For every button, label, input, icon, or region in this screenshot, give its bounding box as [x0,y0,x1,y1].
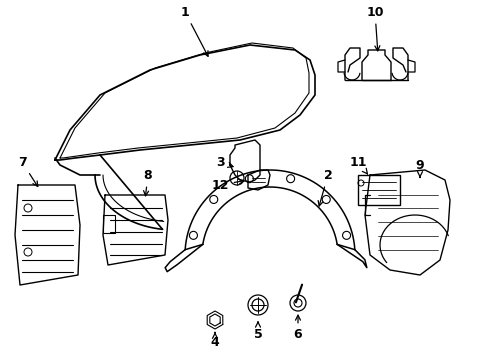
Text: 1: 1 [181,5,208,56]
Text: 10: 10 [366,5,384,51]
Text: 6: 6 [294,315,302,342]
Text: 11: 11 [349,156,368,174]
Text: 7: 7 [18,156,38,186]
Text: 2: 2 [318,168,332,206]
Text: 12: 12 [211,179,244,192]
Text: 5: 5 [254,322,262,342]
Bar [358,175,400,205]
Text: 9: 9 [416,158,424,177]
Text: 8: 8 [144,168,152,196]
Bar [103,215,115,233]
Text: 4: 4 [211,333,220,348]
Text: 3: 3 [216,156,233,168]
